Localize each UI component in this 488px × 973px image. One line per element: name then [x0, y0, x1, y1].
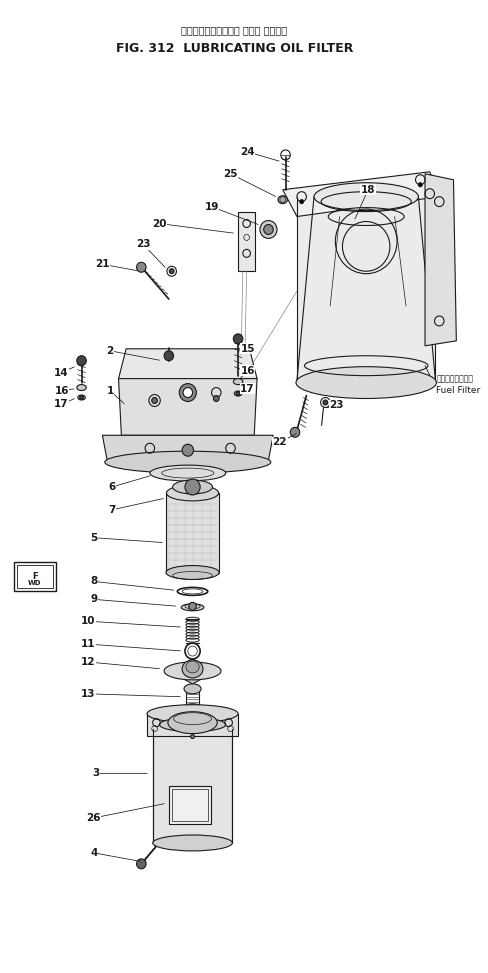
- Text: F: F: [32, 572, 38, 581]
- Text: 17: 17: [240, 383, 254, 393]
- Ellipse shape: [167, 711, 217, 734]
- Ellipse shape: [234, 391, 242, 396]
- Ellipse shape: [77, 384, 86, 390]
- Text: 3: 3: [92, 769, 99, 778]
- Text: 26: 26: [85, 813, 100, 823]
- Polygon shape: [424, 174, 455, 345]
- Text: 21: 21: [95, 259, 109, 270]
- Text: 16: 16: [240, 366, 254, 376]
- Circle shape: [77, 356, 86, 366]
- Circle shape: [188, 602, 196, 610]
- Circle shape: [183, 387, 192, 398]
- Ellipse shape: [181, 604, 203, 611]
- Text: 20: 20: [152, 219, 166, 229]
- Bar: [147, 713, 238, 736]
- Text: FIG. 312  LUBRICATING OIL FILTER: FIG. 312 LUBRICATING OIL FILTER: [115, 42, 352, 55]
- Ellipse shape: [185, 661, 199, 673]
- Ellipse shape: [295, 367, 435, 399]
- Text: 18: 18: [360, 185, 375, 195]
- Ellipse shape: [149, 465, 225, 481]
- Circle shape: [323, 400, 327, 405]
- Circle shape: [136, 859, 146, 869]
- Polygon shape: [296, 197, 435, 382]
- Text: ルーブリケーティング オイル フィルタ: ルーブリケーティング オイル フィルタ: [181, 25, 287, 36]
- Ellipse shape: [260, 221, 276, 238]
- Text: WD: WD: [28, 581, 41, 587]
- Polygon shape: [168, 659, 216, 684]
- Text: 11: 11: [81, 639, 95, 649]
- Text: 23: 23: [329, 401, 344, 411]
- Circle shape: [80, 395, 83, 400]
- Text: 15: 15: [240, 343, 254, 354]
- Circle shape: [184, 479, 200, 495]
- Ellipse shape: [233, 378, 243, 384]
- Ellipse shape: [104, 451, 270, 473]
- Ellipse shape: [165, 565, 219, 580]
- Text: 13: 13: [81, 689, 95, 699]
- Bar: [171, 789, 207, 821]
- Polygon shape: [118, 378, 257, 435]
- Circle shape: [213, 395, 219, 402]
- Ellipse shape: [159, 718, 225, 732]
- Text: 14: 14: [54, 368, 69, 378]
- Circle shape: [169, 269, 174, 273]
- Circle shape: [290, 427, 299, 437]
- Text: ジェエルフィルタ: ジェエルフィルタ: [435, 375, 472, 383]
- Bar: [17, 564, 53, 589]
- Ellipse shape: [183, 703, 201, 709]
- Ellipse shape: [152, 835, 232, 851]
- Bar: [238, 211, 255, 271]
- Text: 5: 5: [90, 532, 97, 543]
- Text: 22: 22: [272, 437, 286, 448]
- Circle shape: [182, 445, 193, 456]
- Ellipse shape: [172, 480, 212, 494]
- Circle shape: [233, 334, 243, 343]
- Text: 6: 6: [108, 482, 115, 492]
- Circle shape: [190, 735, 194, 739]
- Circle shape: [299, 199, 303, 203]
- Circle shape: [151, 398, 157, 404]
- Text: 19: 19: [204, 201, 218, 211]
- Circle shape: [164, 351, 173, 361]
- Text: 25: 25: [223, 168, 237, 179]
- Text: Fuel Filter: Fuel Filter: [435, 386, 480, 395]
- Ellipse shape: [182, 660, 203, 678]
- Bar: [14, 561, 56, 592]
- Text: 10: 10: [81, 616, 95, 627]
- Text: 9: 9: [90, 595, 97, 604]
- Ellipse shape: [147, 704, 238, 723]
- Circle shape: [263, 225, 273, 234]
- Ellipse shape: [166, 485, 218, 501]
- Circle shape: [179, 383, 196, 402]
- Text: 8: 8: [90, 576, 97, 587]
- Bar: [165, 493, 219, 572]
- Circle shape: [236, 391, 240, 395]
- Ellipse shape: [277, 196, 287, 203]
- Text: 23: 23: [136, 239, 150, 249]
- Ellipse shape: [164, 662, 221, 680]
- Text: 24: 24: [240, 147, 254, 157]
- Ellipse shape: [183, 684, 201, 694]
- Ellipse shape: [313, 183, 418, 210]
- Polygon shape: [118, 348, 257, 378]
- Text: 1: 1: [106, 385, 113, 396]
- Polygon shape: [282, 172, 438, 217]
- Text: 12: 12: [81, 657, 95, 667]
- Circle shape: [136, 263, 146, 272]
- Polygon shape: [102, 435, 273, 460]
- Text: 17: 17: [54, 400, 69, 410]
- Circle shape: [418, 183, 421, 187]
- Text: 7: 7: [108, 505, 115, 515]
- Text: 16: 16: [54, 385, 69, 396]
- Ellipse shape: [78, 395, 85, 400]
- Text: 4: 4: [90, 847, 98, 858]
- Bar: [168, 786, 210, 824]
- Text: 2: 2: [106, 345, 113, 356]
- Bar: [152, 729, 232, 843]
